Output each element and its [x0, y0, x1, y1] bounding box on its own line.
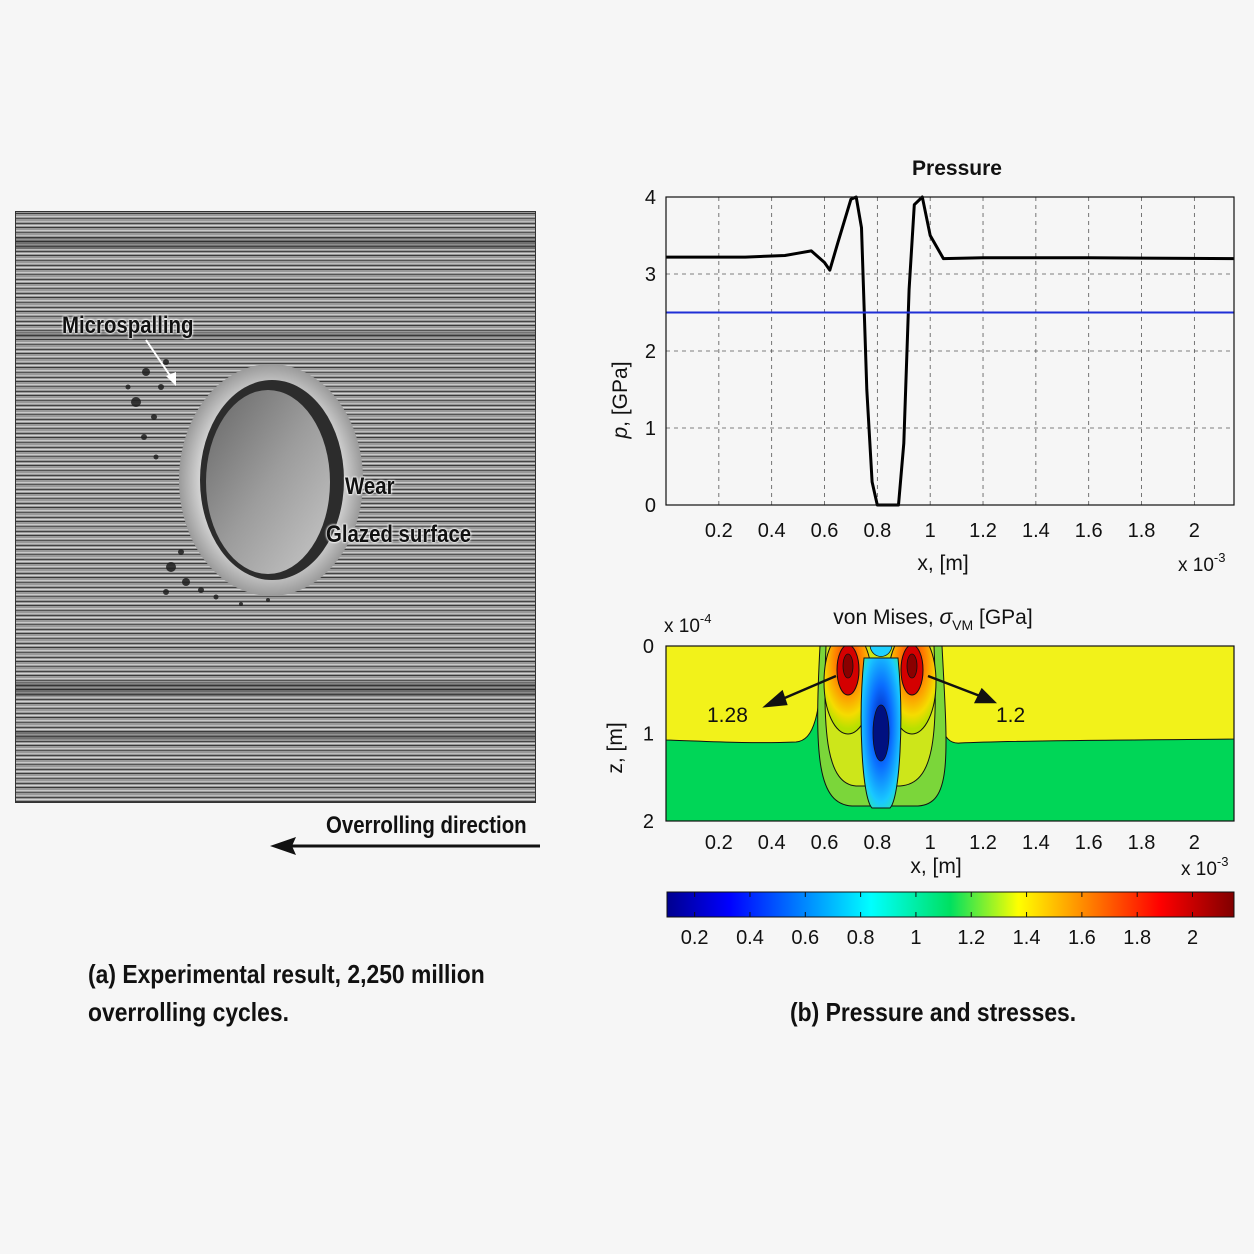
wear-label: Wear [345, 473, 395, 500]
micrograph-svg [16, 212, 535, 802]
annotation-arrows [762, 674, 998, 708]
caption-b: (b) Pressure and stresses. [790, 997, 1077, 1027]
pressure-y-axis-label: p, [GPa] [609, 361, 632, 439]
pressure-y-tick-label: 2 [645, 341, 656, 363]
pressure-x-tick-label: 2 [1189, 520, 1200, 542]
pressure-x-tick-label: 1.2 [969, 520, 997, 542]
von-mises-x-multiplier: x 10-3 [1181, 854, 1228, 880]
pressure-series-line-1 [666, 195, 1235, 507]
von-mises-x-tick-label: 1.6 [1075, 832, 1103, 854]
pressure-x-tick-label: 0.2 [705, 520, 733, 542]
von-mises-x-tick-label: 1.4 [1022, 832, 1050, 854]
von-mises-x-tick-label: 1 [925, 832, 936, 854]
colorbar: 0.2 0.4 0.6 0.8 1 1.2 1.4 1.6 1.8 2 [666, 891, 1235, 949]
annotation-left-value: 1.28 [707, 704, 748, 727]
pressure-y-tick-label: 1 [645, 418, 656, 440]
colorbar-gradient [666, 891, 1235, 918]
von-mises-x-tick-label: 0.6 [811, 832, 839, 854]
von-mises-plot-frame [665, 645, 1235, 822]
colorbar-tick-label: 0.2 [681, 927, 709, 949]
pressure-y-tick-label: 4 [645, 187, 656, 209]
von-mises-x-tick-label: 1.2 [969, 832, 997, 854]
von-mises-title: von Mises, σVM [GPa] [833, 606, 1032, 633]
colorbar-tick-label: 0.8 [847, 927, 875, 949]
microspalling-label: Microspalling [62, 312, 194, 339]
von-mises-y-tick-label: 2 [643, 811, 654, 833]
pressure-x-axis-label: x, [m] [917, 552, 968, 575]
pressure-y-tick-label: 3 [645, 264, 656, 286]
von-mises-x-tick-label: 0.4 [758, 832, 786, 854]
pressure-x-tick-label: 1.4 [1022, 520, 1050, 542]
von-mises-y-axis-label: z, [m] [604, 722, 627, 773]
von-mises-y-multiplier: x 10-4 [664, 611, 711, 637]
colorbar-tick-label: 1.2 [957, 927, 985, 949]
caption-a-line1: (a) Experimental result, 2,250 million [88, 959, 485, 989]
pressure-y-tick-label: 0 [645, 495, 656, 517]
overrolling-arrow [270, 837, 540, 855]
pressure-x-multiplier: x 10-3 [1178, 550, 1225, 576]
pressure-x-tick-label: 0.6 [811, 520, 839, 542]
annotation-right-value: 1.2 [996, 704, 1025, 727]
colorbar-tick-label: 1.4 [1013, 927, 1041, 949]
colorbar-tick-label: 1.8 [1123, 927, 1151, 949]
pit-floor [206, 390, 330, 574]
colorbar-tick-label: 1 [910, 927, 921, 949]
von-mises-contour-field [666, 646, 1234, 821]
colorbar-tick-label: 2 [1187, 927, 1198, 949]
von-mises-x-tick-label: 0.2 [705, 832, 733, 854]
von-mises-y-tick-label: 1 [643, 724, 654, 746]
von-mises-chart: von Mises, σVM [GPa] x 10-4 1.28 1.2 0.2… [604, 606, 1235, 880]
pressure-x-tick-label: 1.6 [1075, 520, 1103, 542]
pressure-plot-frame [665, 196, 1235, 506]
von-mises-y-tick-label: 0 [643, 636, 654, 658]
pressure-chart: Pressure 0.2 0.4 0.6 0.8 1 1.2 1.4 1.6 1.8 2 0 1 2 3… [609, 157, 1235, 576]
pressure-x-tick-label: 1.8 [1128, 520, 1156, 542]
colorbar-tick-label: 0.4 [736, 927, 764, 949]
micrograph-image [15, 211, 536, 803]
pressure-chart-title: Pressure [912, 157, 1002, 180]
von-mises-x-tick-label: 1.8 [1128, 832, 1156, 854]
colorbar-tick-label: 1.6 [1068, 927, 1096, 949]
overrolling-direction-label: Overrolling direction [326, 812, 527, 839]
von-mises-x-tick-label: 0.8 [863, 832, 891, 854]
caption-a-line2: overrolling cycles. [88, 997, 289, 1027]
pressure-x-tick-label: 0.8 [863, 520, 891, 542]
glazed-surface-label: Glazed surface [326, 521, 472, 548]
von-mises-x-tick-label: 2 [1189, 832, 1200, 854]
von-mises-x-axis-label: x, [m] [910, 855, 961, 878]
pressure-x-tick-label: 1 [925, 520, 936, 542]
pressure-x-tick-label: 0.4 [758, 520, 786, 542]
colorbar-tick-label: 0.6 [791, 927, 819, 949]
